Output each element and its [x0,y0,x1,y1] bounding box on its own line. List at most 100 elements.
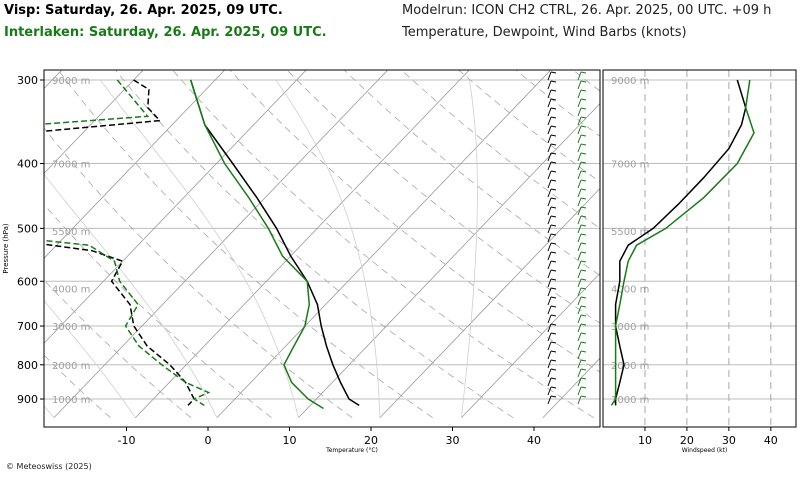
wind-barb [547,215,552,225]
wind-barb [547,197,552,207]
wind-barb [577,233,582,243]
wind-height-label: 3000 m [611,322,649,333]
wind-barb [547,323,552,333]
wind-barb-flag [580,386,587,389]
wind-barb [547,305,552,315]
wind-barb [547,251,552,261]
isotherm-line [53,70,389,419]
height-label: 5500 m [52,227,90,238]
height-label: 4000 m [52,284,90,295]
wind-barb [547,161,552,171]
wind-barb-flag [580,80,587,83]
wind-barb [577,278,582,288]
wind-barb [547,386,552,396]
wind-barb-flag [580,242,587,245]
wind-barb [577,296,582,306]
wind-barb [577,89,582,99]
wind-barb-flag [550,224,557,227]
wind-frame [602,69,797,428]
wind-barb-flag [550,251,557,254]
height-label: 3000 m [52,322,90,333]
wind-height-label: 7000 m [611,160,649,171]
isotherm-line [216,70,552,419]
isotherm-line [379,187,600,419]
wind-barb-flag [580,332,587,335]
dry-adiabat [44,203,272,419]
isotherm-line [44,70,226,259]
y-tick-label: 400 [17,158,38,171]
isotherm-line [461,272,600,419]
wind-barb [577,125,582,135]
wind-barb [547,242,552,252]
wind-barb-flag [580,260,587,263]
wind-barb [547,206,552,216]
wind-barb [547,98,552,108]
wind-barb [577,98,582,108]
dry-adiabat [114,70,514,419]
wind-barb [577,314,582,324]
wind-barb [577,224,582,234]
wind-barb-flag [580,188,587,191]
wind-barb [547,152,552,162]
wind-barb [577,80,582,90]
wind-barb [547,368,552,378]
wind-barb-flag [550,377,557,380]
wind-barb [547,116,552,126]
wind-barb-flag [580,215,587,218]
x-tick-label: 0 [205,434,212,447]
height-label: 2000 m [52,361,90,372]
wind-barb-flag [550,242,557,245]
moist-adiabat [275,79,381,418]
wind-barb-flag [580,161,587,164]
x-tick-label: 10 [283,434,297,447]
wind-barb-flag [550,206,557,209]
wind-barb [547,341,552,351]
isotherm-line [298,102,600,419]
y-tick-label: 700 [17,320,38,333]
wind-height-label: 2000 m [611,361,649,372]
wind-barb [577,332,582,342]
wind-barb-flag [580,287,587,290]
wind-barb [577,242,582,252]
temperature-profile [189,79,360,407]
x-axis-label: Temperature (°C) [325,447,378,454]
wind-barb-flag [550,116,557,119]
height-label: 9000 m [52,76,90,87]
copyright-label: © Meteoswiss (2025) [6,462,92,471]
wind-barb [547,80,552,90]
wind-barb-flag [550,314,557,317]
wind-barb [577,206,582,216]
y-tick-label: 900 [17,393,38,406]
dry-adiabat [229,70,600,373]
wind-barb-flag [580,305,587,308]
y-tick-label: 800 [17,359,38,372]
skewt-plot-area: 9000 m 7000 m 5500 m 4000 m 3000 m 2000 m 1000… [44,70,600,419]
wind-barb-flag [580,269,587,272]
wind-barb [547,179,552,189]
isotherm-line [542,357,600,419]
x-tick-label: -10 [118,434,136,447]
wind-barb-flag [580,395,587,398]
wind-barb [547,260,552,270]
wind-barb-flag [580,143,587,146]
wind-barb-flag [550,179,557,182]
wind-height-label: 4000 m [611,284,649,295]
wind-barb [577,251,582,261]
wind-barb [547,89,552,99]
height-label: 7000 m [52,160,90,171]
wind-height-label: 1000 m [611,395,649,406]
y-tick-label: 600 [17,275,38,288]
wind-barb [547,188,552,198]
wind-barb-flag [550,386,557,389]
x-tick-label: 30 [446,434,460,447]
wind-barb [547,170,552,180]
moist-adiabat [44,173,218,418]
chart-subtitle: Temperature, Dewpoint, Wind Barbs (knots… [402,25,687,40]
wind-barb [547,296,552,306]
wind-barb-flag [550,395,557,398]
model-run-label: Modelrun: ICON CH2 CTRL, 26. Apr. 2025, … [402,3,772,18]
wind-x-axis-label: Windspeed (kt) [682,447,728,454]
wind-barb-flag [550,143,557,146]
wind-barb-flag [550,341,557,344]
wind-barb-flag [550,260,557,263]
